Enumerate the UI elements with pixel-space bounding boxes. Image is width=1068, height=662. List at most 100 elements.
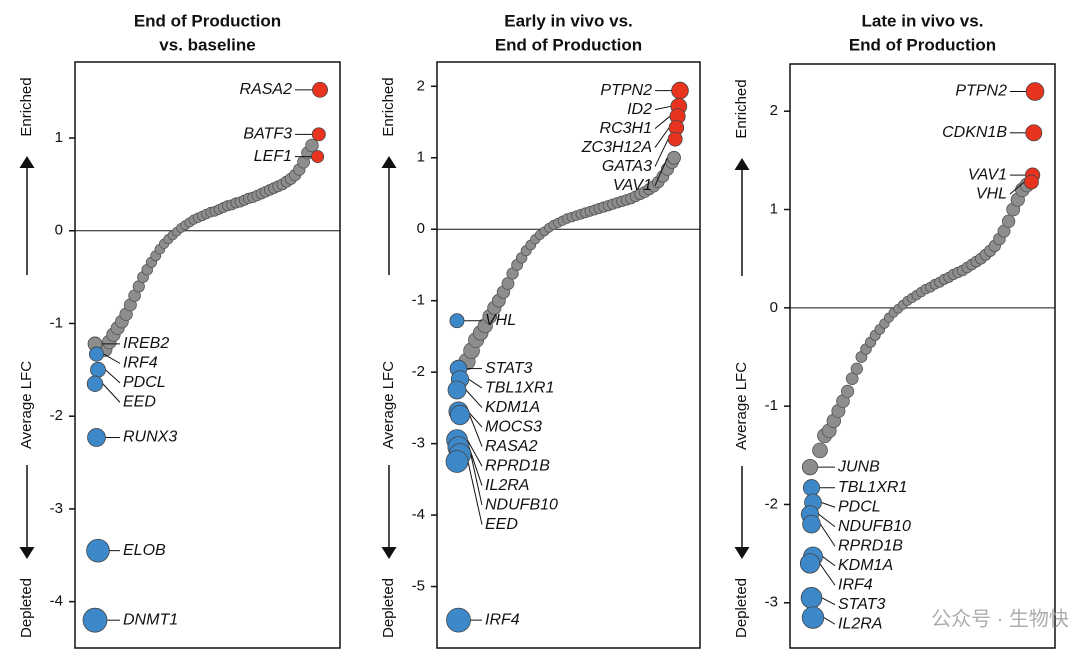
gene-point	[311, 127, 326, 142]
leader-line	[654, 157, 668, 186]
leader-line	[819, 523, 836, 547]
y-tick-label: -5	[412, 578, 425, 595]
gene-point	[1023, 174, 1039, 190]
gene-point	[800, 587, 823, 609]
leader-line	[823, 617, 836, 625]
leader-line	[468, 447, 483, 486]
chart-title: End of Production	[849, 35, 996, 54]
chart-title: Late in vivo vs.	[862, 11, 984, 30]
plot-frame	[436, 61, 701, 649]
gene-label: PDCL	[838, 498, 881, 515]
chart-title: vs. baseline	[159, 35, 255, 54]
gene-point	[449, 313, 465, 329]
y-tick-label: 2	[417, 77, 425, 94]
gene-label: VHL	[976, 185, 1007, 202]
leader-line	[822, 556, 836, 567]
leader-line	[103, 353, 121, 364]
gene-point	[812, 442, 828, 459]
gene-label: ELOB	[123, 542, 166, 559]
gene-label: IL2RA	[485, 477, 529, 494]
leader-line	[467, 411, 483, 428]
gene-label: BATF3	[243, 126, 292, 143]
gene-point	[667, 131, 683, 147]
gene-point	[671, 81, 689, 100]
gene-label: VAV1	[968, 166, 1007, 183]
gene-label: KDM1A	[485, 399, 540, 416]
leader-line	[468, 378, 483, 389]
enriched-label: Enriched	[733, 79, 750, 138]
chart-title: End of Production	[134, 11, 281, 30]
gene-point	[88, 346, 105, 362]
y-tick-label: -4	[412, 506, 425, 523]
gene-point	[86, 375, 104, 392]
gene-label: TBL1XR1	[838, 479, 907, 496]
gene-point	[312, 81, 328, 98]
leader-line	[654, 138, 669, 167]
leader-line	[821, 502, 836, 508]
y-tick-label: -4	[50, 593, 63, 610]
gene-label: PTPN2	[600, 82, 652, 99]
gene-label: EED	[123, 394, 156, 411]
gene-label: VAV1	[613, 177, 652, 194]
gene-label: RASA2	[485, 438, 538, 455]
plot-frame	[789, 63, 1056, 649]
gene-label: MOCS3	[485, 418, 542, 435]
leader-line	[819, 563, 836, 586]
y-tick-label: 2	[770, 102, 778, 119]
gene-point	[1025, 82, 1045, 101]
y-tick-label: -1	[50, 314, 63, 331]
leader-line	[465, 389, 483, 408]
gene-label: IRF4	[485, 611, 520, 628]
leader-line	[466, 439, 483, 467]
leader-line	[469, 414, 483, 447]
gene-label: VHL	[485, 312, 516, 329]
gene-label: IREB2	[123, 335, 169, 352]
gene-point	[87, 428, 106, 447]
enriched-label: Enriched	[18, 77, 35, 136]
gene-label: IL2RA	[838, 615, 882, 632]
gene-point	[447, 380, 467, 400]
y-tick-label: 0	[770, 299, 778, 316]
y-tick-label: 1	[770, 200, 778, 217]
gene-label: STAT3	[838, 596, 886, 613]
leader-line	[821, 597, 836, 606]
y-axis-label: Average LFC	[18, 361, 35, 449]
gene-label: NDUFB10	[485, 496, 558, 513]
y-tick-label: -1	[412, 292, 425, 309]
leader-line	[105, 369, 121, 384]
leader-line	[102, 383, 121, 403]
gene-point	[801, 606, 825, 629]
gene-label: GATA3	[602, 158, 652, 175]
gene-label: CDKN1B	[942, 124, 1007, 141]
gene-label: IRF4	[838, 576, 873, 593]
depleted-label: Depleted	[380, 578, 397, 638]
y-axis-label: Average LFC	[733, 362, 750, 450]
y-tick-label: -3	[412, 435, 425, 452]
gene-label: PDCL	[123, 374, 166, 391]
gene-point	[799, 553, 821, 574]
gene-label: EED	[485, 516, 518, 533]
gene-label: RUNX3	[123, 429, 177, 446]
gene-label: STAT3	[485, 360, 533, 377]
gene-point	[1001, 214, 1016, 228]
gene-point	[86, 538, 110, 563]
gene-label: TBL1XR1	[485, 379, 554, 396]
leader-line	[1009, 181, 1025, 195]
watermark: 公众号 · 生物快评	[931, 607, 1068, 630]
leader-line	[818, 513, 836, 528]
y-tick-label: 1	[55, 129, 63, 146]
y-tick-label: 1	[417, 149, 425, 166]
leader-line	[467, 461, 483, 525]
gene-label: RPRD1B	[838, 537, 903, 554]
plot-frame	[74, 61, 341, 649]
gene-point	[305, 138, 319, 153]
gene-label: PTPN2	[955, 83, 1007, 100]
y-tick-label: 0	[417, 220, 425, 237]
gene-point	[446, 607, 471, 633]
gene-point	[445, 450, 469, 473]
gene-point	[840, 384, 855, 398]
y-tick-label: -2	[412, 363, 425, 380]
gene-label: JUNB	[837, 458, 880, 475]
gene-point	[801, 458, 819, 476]
